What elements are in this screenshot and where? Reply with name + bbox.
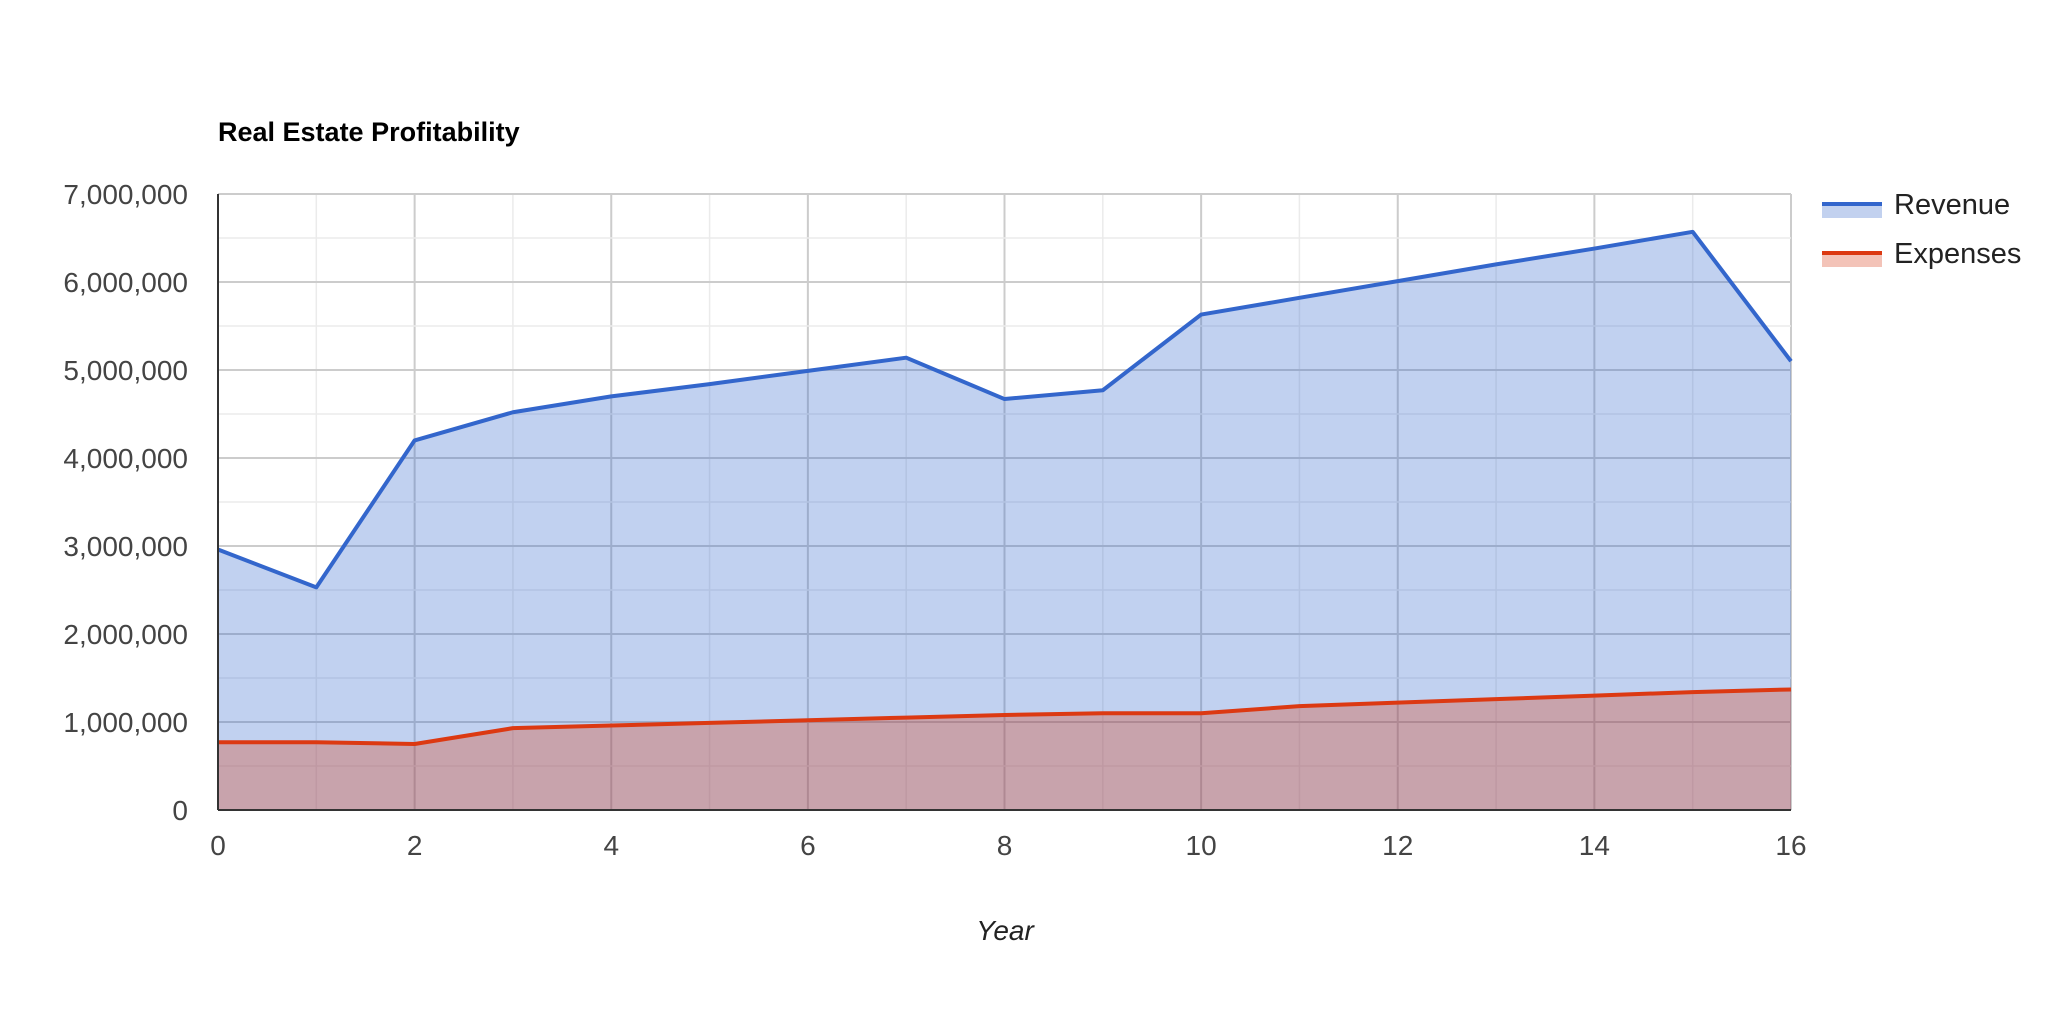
x-tick-label: 0 xyxy=(210,830,226,861)
y-tick-label: 7,000,000 xyxy=(63,179,188,210)
x-axis-title: Year xyxy=(976,915,1035,946)
x-tick-label: 14 xyxy=(1579,830,1610,861)
x-axis-tick-labels: 0 2 4 6 8 10 12 14 16 xyxy=(210,830,1806,861)
legend: Revenue Expenses xyxy=(1822,189,2021,270)
chart-title: Real Estate Profitability xyxy=(218,117,520,147)
x-tick-label: 6 xyxy=(800,830,816,861)
x-tick-label: 8 xyxy=(997,830,1013,861)
x-tick-label: 16 xyxy=(1775,830,1806,861)
y-tick-label: 1,000,000 xyxy=(63,707,188,738)
y-tick-label: 4,000,000 xyxy=(63,443,188,474)
y-tick-label: 6,000,000 xyxy=(63,267,188,298)
x-tick-label: 10 xyxy=(1186,830,1217,861)
y-tick-label: 2,000,000 xyxy=(63,619,188,650)
y-axis-tick-labels: 0 1,000,000 2,000,000 3,000,000 4,000,000 5,0… xyxy=(63,179,188,826)
x-tick-label: 12 xyxy=(1382,830,1413,861)
y-tick-label: 0 xyxy=(172,795,188,826)
y-tick-label: 3,000,000 xyxy=(63,531,188,562)
legend-swatch-revenue xyxy=(1822,204,1882,218)
legend-label-revenue: Revenue xyxy=(1894,189,2010,221)
legend-label-expenses: Expenses xyxy=(1894,238,2021,270)
x-tick-label: 4 xyxy=(603,830,619,861)
y-tick-label: 5,000,000 xyxy=(63,355,188,386)
legend-swatch-expenses xyxy=(1822,253,1882,267)
x-tick-label: 2 xyxy=(407,830,423,861)
